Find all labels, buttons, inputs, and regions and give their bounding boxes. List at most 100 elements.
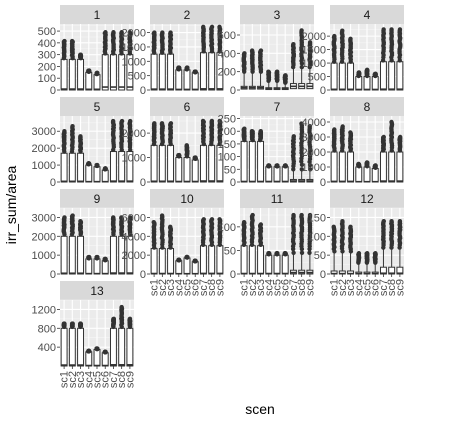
box-body xyxy=(167,248,175,275)
facet-strip xyxy=(60,5,134,24)
facet-strip xyxy=(60,281,134,300)
outlier-point xyxy=(291,41,296,47)
outlier-point xyxy=(119,30,124,35)
box-body xyxy=(273,254,281,275)
box-body xyxy=(183,157,191,183)
y-tick-label: 3000 xyxy=(32,212,56,224)
outlier-point xyxy=(111,30,116,35)
box-sc8 xyxy=(298,212,306,275)
x-tick-label: sc1 xyxy=(59,371,71,388)
box-sc3 xyxy=(347,36,355,91)
box-sc3 xyxy=(77,134,85,183)
box-sc5 xyxy=(93,254,101,275)
box-body xyxy=(208,144,216,183)
outlier-point xyxy=(283,73,288,78)
box-sc8 xyxy=(298,121,306,183)
outlier-point xyxy=(356,251,362,256)
box-sc1 xyxy=(330,127,338,183)
box-sc6 xyxy=(281,251,289,275)
box-sc8 xyxy=(388,119,396,183)
outlier-point xyxy=(62,321,67,326)
box-sc7 xyxy=(379,27,387,91)
outlier-point xyxy=(103,30,108,35)
y-tick-label: 2000 xyxy=(302,147,326,159)
box-body xyxy=(379,61,387,91)
outlier-point xyxy=(348,36,353,42)
box-body xyxy=(60,235,68,275)
facet-strip-label: 4 xyxy=(364,8,371,22)
outlier-point xyxy=(159,213,165,218)
box-sc7 xyxy=(379,219,387,275)
box-body xyxy=(93,166,101,183)
outlier-point xyxy=(249,129,255,134)
box-body xyxy=(77,327,85,367)
x-tick-label: sc3 xyxy=(345,279,357,296)
outlier-point xyxy=(364,160,370,165)
box-body xyxy=(109,235,117,275)
box-sc4 xyxy=(265,251,273,275)
box-sc9 xyxy=(126,118,134,183)
box-body xyxy=(371,76,379,91)
y-tick-label: 6000 xyxy=(122,212,146,224)
outlier-point xyxy=(340,28,345,33)
box-sc7 xyxy=(289,212,297,275)
facet-strip xyxy=(60,189,134,208)
facet-strip-label: 6 xyxy=(184,100,191,114)
box-body xyxy=(77,152,85,183)
x-tick-label: sc7 xyxy=(198,279,210,296)
box-body xyxy=(93,74,101,91)
box-sc5 xyxy=(273,251,281,275)
box-sc9 xyxy=(216,217,224,275)
outlier-point xyxy=(94,162,100,168)
box-sc6 xyxy=(191,258,199,275)
box-sc6 xyxy=(371,251,379,275)
box-sc5 xyxy=(183,143,191,183)
box-sc3 xyxy=(257,48,265,90)
y-tick-label: 3000 xyxy=(32,126,56,138)
y-tick-label: 2000 xyxy=(302,31,326,43)
outlier-point xyxy=(209,24,215,30)
box-sc9 xyxy=(306,123,314,183)
y-tick-label: 0 xyxy=(140,269,146,281)
y-tick-label: 400 xyxy=(218,48,236,60)
outlier-point xyxy=(168,121,174,126)
outlier-point xyxy=(103,166,108,171)
box-sc1 xyxy=(150,30,158,91)
outlier-point xyxy=(94,346,99,351)
outlier-point xyxy=(258,129,263,134)
outlier-point xyxy=(373,251,378,256)
box-sc2 xyxy=(68,213,76,275)
box-body xyxy=(396,61,404,91)
box-sc6 xyxy=(101,256,109,275)
y-tick-label: 0 xyxy=(50,177,56,189)
box-body xyxy=(191,72,199,91)
y-tick-label: 1500 xyxy=(302,45,326,57)
outlier-point xyxy=(266,251,271,256)
facet-strip-label: 9 xyxy=(94,192,101,206)
outlier-point xyxy=(397,27,403,32)
box-body xyxy=(158,53,166,91)
box-sc9 xyxy=(216,118,224,183)
box-sc7 xyxy=(199,118,207,183)
outlier-point xyxy=(242,51,247,56)
y-tick-label: 2000 xyxy=(32,143,56,155)
box-sc2 xyxy=(158,213,166,275)
outlier-point xyxy=(168,30,173,35)
y-tick-label: 0 xyxy=(140,85,146,97)
box-body xyxy=(77,58,85,91)
x-tick-label: sc6 xyxy=(280,279,292,296)
outlier-point xyxy=(62,129,67,134)
y-tick-label: 100 xyxy=(38,73,56,85)
box-body xyxy=(338,62,346,91)
box-sc9 xyxy=(306,40,314,90)
box-body xyxy=(199,52,207,91)
outlier-point xyxy=(209,217,215,222)
y-tick-label: 600 xyxy=(218,30,236,42)
outlier-point xyxy=(307,123,312,129)
x-tick-label: sc9 xyxy=(394,279,406,296)
y-tick-label: 150 xyxy=(218,139,236,151)
outlier-point xyxy=(127,30,132,35)
outlier-point xyxy=(291,134,296,139)
y-tick-label: 150 xyxy=(308,212,326,224)
